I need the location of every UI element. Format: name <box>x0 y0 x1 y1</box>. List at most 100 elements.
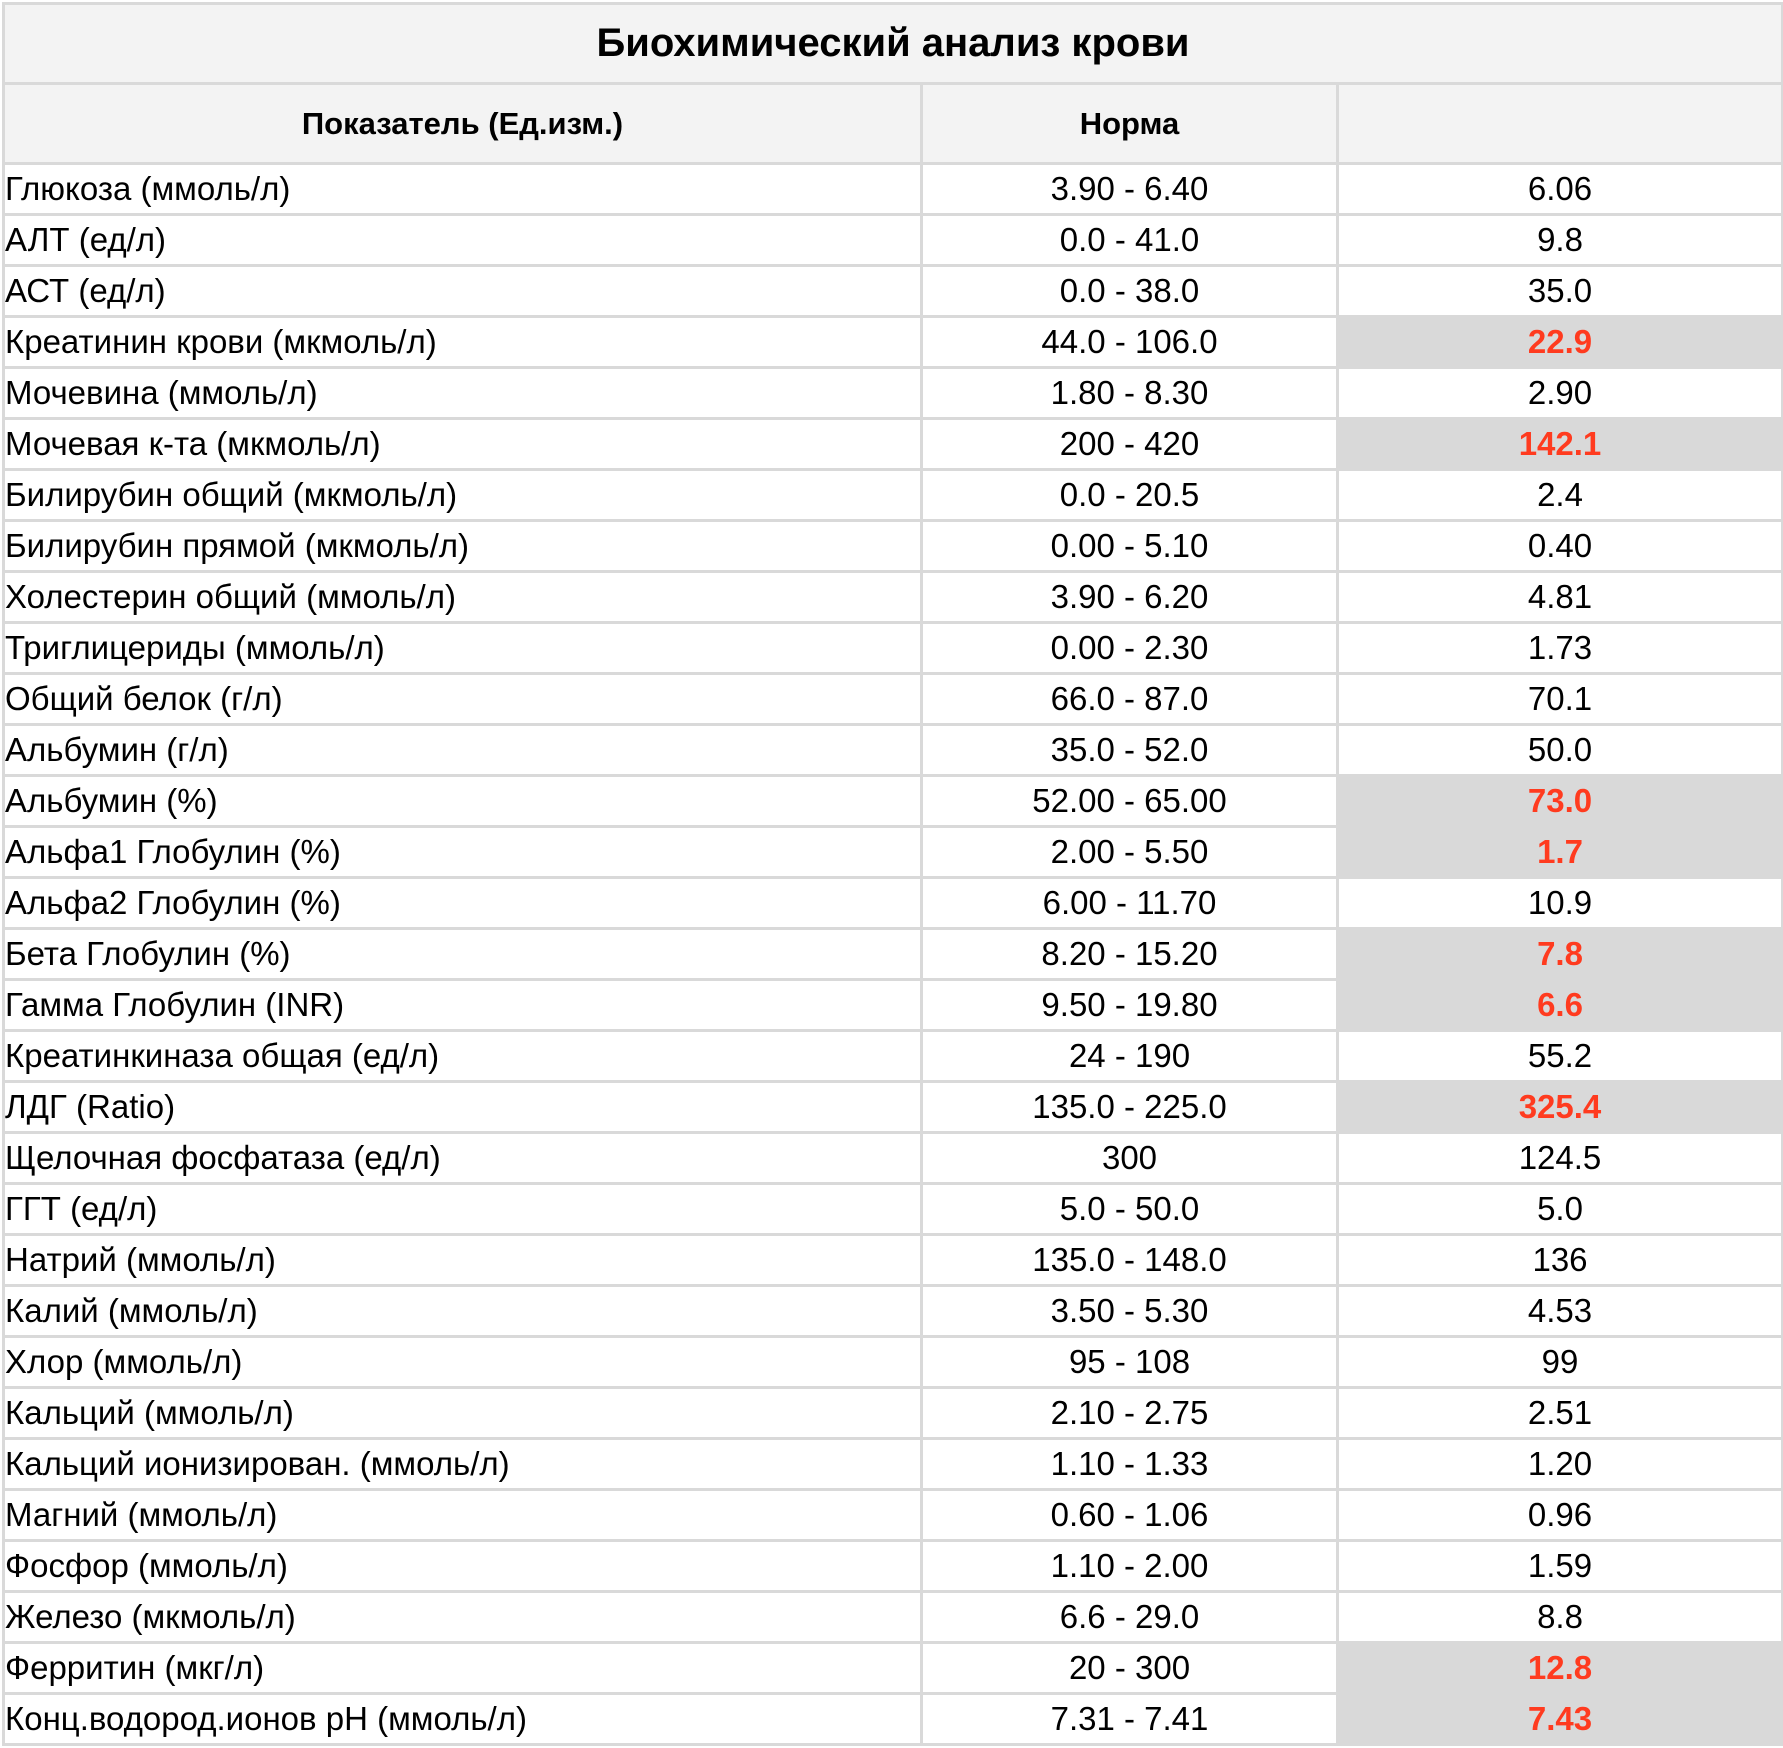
indicator-name: Креатинкиназа общая (ед/л) <box>2 1029 923 1083</box>
table-title: Биохимический анализ крови <box>2 2 1783 85</box>
indicator-name: Альфа2 Глобулин (%) <box>2 876 923 930</box>
reference-range: 2.00 - 5.50 <box>920 825 1339 879</box>
table-row: ГГТ (ед/л) 5.0 - 50.0 5.0 <box>2 1182 1783 1236</box>
indicator-name: АСТ (ед/л) <box>2 264 923 318</box>
reference-range: 0.00 - 2.30 <box>920 621 1339 675</box>
result-value: 50.0 <box>1336 723 1783 777</box>
result-value-abnormal: 73.0 <box>1336 774 1783 828</box>
table-row: Натрий (ммоль/л) 135.0 - 148.0 136 <box>2 1233 1783 1287</box>
table-row: АСТ (ед/л) 0.0 - 38.0 35.0 <box>2 264 1783 318</box>
result-value: 4.81 <box>1336 570 1783 624</box>
indicator-name: Щелочная фосфатаза (ед/л) <box>2 1131 923 1185</box>
table-row: Кальций ионизирован. (ммоль/л) 1.10 - 1.3… <box>2 1437 1783 1491</box>
table-row: Конц.водород.ионов pH (ммоль/л) 7.31 - 7.… <box>2 1692 1783 1746</box>
result-value: 99 <box>1336 1335 1783 1389</box>
indicator-name: Глюкоза (ммоль/л) <box>2 162 923 216</box>
table-row: ЛДГ (Ratio) 135.0 - 225.0 325.4 <box>2 1080 1783 1134</box>
result-value: 6.06 <box>1336 162 1783 216</box>
indicator-name: Хлор (ммоль/л) <box>2 1335 923 1389</box>
table-row: Альфа2 Глобулин (%) 6.00 - 11.70 10.9 <box>2 876 1783 930</box>
reference-range: 66.0 - 87.0 <box>920 672 1339 726</box>
result-value: 136 <box>1336 1233 1783 1287</box>
indicator-name: ЛДГ (Ratio) <box>2 1080 923 1134</box>
reference-range: 300 <box>920 1131 1339 1185</box>
table-row: Альбумин (г/л) 35.0 - 52.0 50.0 <box>2 723 1783 777</box>
reference-range: 24 - 190 <box>920 1029 1339 1083</box>
reference-range: 0.0 - 20.5 <box>920 468 1339 522</box>
result-value: 1.59 <box>1336 1539 1783 1593</box>
indicator-name: Бета Глобулин (%) <box>2 927 923 981</box>
result-value-abnormal: 6.6 <box>1336 978 1783 1032</box>
table-row: Альфа1 Глобулин (%) 2.00 - 5.50 1.7 <box>2 825 1783 879</box>
result-value: 2.51 <box>1336 1386 1783 1440</box>
indicator-name: Альбумин (%) <box>2 774 923 828</box>
reference-range: 6.00 - 11.70 <box>920 876 1339 930</box>
result-value: 124.5 <box>1336 1131 1783 1185</box>
reference-range: 8.20 - 15.20 <box>920 927 1339 981</box>
indicator-name: Креатинин крови (мкмоль/л) <box>2 315 923 369</box>
table-body: Глюкоза (ммоль/л) 3.90 - 6.40 6.06 АЛТ (ед/… <box>2 162 1783 1746</box>
indicator-name: Холестерин общий (ммоль/л) <box>2 570 923 624</box>
result-value: 4.53 <box>1336 1284 1783 1338</box>
table-row: Альбумин (%) 52.00 - 65.00 73.0 <box>2 774 1783 828</box>
indicator-name: Конц.водород.ионов pH (ммоль/л) <box>2 1692 923 1746</box>
result-value: 1.73 <box>1336 621 1783 675</box>
table-row: Ферритин (мкг/л) 20 - 300 12.8 <box>2 1641 1783 1695</box>
reference-range: 35.0 - 52.0 <box>920 723 1339 777</box>
reference-range: 0.0 - 41.0 <box>920 213 1339 267</box>
result-value: 10.9 <box>1336 876 1783 930</box>
result-value: 8.8 <box>1336 1590 1783 1644</box>
result-value-abnormal: 22.9 <box>1336 315 1783 369</box>
table-row: Общий белок (г/л) 66.0 - 87.0 70.1 <box>2 672 1783 726</box>
result-value-abnormal: 1.7 <box>1336 825 1783 879</box>
indicator-name: Альбумин (г/л) <box>2 723 923 777</box>
indicator-name: ГГТ (ед/л) <box>2 1182 923 1236</box>
table-row: Гамма Глобулин (INR) 9.50 - 19.80 6.6 <box>2 978 1783 1032</box>
table-row: Мочевина (ммоль/л) 1.80 - 8.30 2.90 <box>2 366 1783 420</box>
table-row: Мочевая к-та (мкмоль/л) 200 - 420 142.1 <box>2 417 1783 471</box>
reference-range: 1.80 - 8.30 <box>920 366 1339 420</box>
indicator-name: Кальций (ммоль/л) <box>2 1386 923 1440</box>
reference-range: 6.6 - 29.0 <box>920 1590 1339 1644</box>
result-value: 70.1 <box>1336 672 1783 726</box>
table-row: Бета Глобулин (%) 8.20 - 15.20 7.8 <box>2 927 1783 981</box>
table-row: Кальций (ммоль/л) 2.10 - 2.75 2.51 <box>2 1386 1783 1440</box>
indicator-name: Билирубин прямой (мкмоль/л) <box>2 519 923 573</box>
indicator-name: Кальций ионизирован. (ммоль/л) <box>2 1437 923 1491</box>
reference-range: 20 - 300 <box>920 1641 1339 1695</box>
indicator-name: Фосфор (ммоль/л) <box>2 1539 923 1593</box>
reference-range: 1.10 - 2.00 <box>920 1539 1339 1593</box>
indicator-name: Натрий (ммоль/л) <box>2 1233 923 1287</box>
table-row: Глюкоза (ммоль/л) 3.90 - 6.40 6.06 <box>2 162 1783 216</box>
indicator-name: Гамма Глобулин (INR) <box>2 978 923 1032</box>
reference-range: 2.10 - 2.75 <box>920 1386 1339 1440</box>
reference-range: 135.0 - 148.0 <box>920 1233 1339 1287</box>
table-row: Холестерин общий (ммоль/л) 3.90 - 6.20 4.8… <box>2 570 1783 624</box>
result-value-abnormal: 142.1 <box>1336 417 1783 471</box>
reference-range: 44.0 - 106.0 <box>920 315 1339 369</box>
reference-range: 52.00 - 65.00 <box>920 774 1339 828</box>
table-row: Билирубин прямой (мкмоль/л) 0.00 - 5.10 0.… <box>2 519 1783 573</box>
column-header-result <box>1336 82 1783 165</box>
reference-range: 0.0 - 38.0 <box>920 264 1339 318</box>
table-row: Триглицериды (ммоль/л) 0.00 - 2.30 1.73 <box>2 621 1783 675</box>
reference-range: 0.00 - 5.10 <box>920 519 1339 573</box>
indicator-name: Магний (ммоль/л) <box>2 1488 923 1542</box>
column-header-norm: Норма <box>920 82 1339 165</box>
result-value: 2.90 <box>1336 366 1783 420</box>
reference-range: 135.0 - 225.0 <box>920 1080 1339 1134</box>
column-header-row: Показатель (Ед.изм.) Норма <box>2 82 1783 165</box>
table-row: Калий (ммоль/л) 3.50 - 5.30 4.53 <box>2 1284 1783 1338</box>
result-value: 9.8 <box>1336 213 1783 267</box>
result-value: 5.0 <box>1336 1182 1783 1236</box>
indicator-name: Мочевая к-та (мкмоль/л) <box>2 417 923 471</box>
indicator-name: Железо (мкмоль/л) <box>2 1590 923 1644</box>
table-row: АЛТ (ед/л) 0.0 - 41.0 9.8 <box>2 213 1783 267</box>
result-value-abnormal: 325.4 <box>1336 1080 1783 1134</box>
reference-range: 1.10 - 1.33 <box>920 1437 1339 1491</box>
table-row: Фосфор (ммоль/л) 1.10 - 2.00 1.59 <box>2 1539 1783 1593</box>
table-row: Щелочная фосфатаза (ед/л) 300 124.5 <box>2 1131 1783 1185</box>
reference-range: 0.60 - 1.06 <box>920 1488 1339 1542</box>
reference-range: 200 - 420 <box>920 417 1339 471</box>
